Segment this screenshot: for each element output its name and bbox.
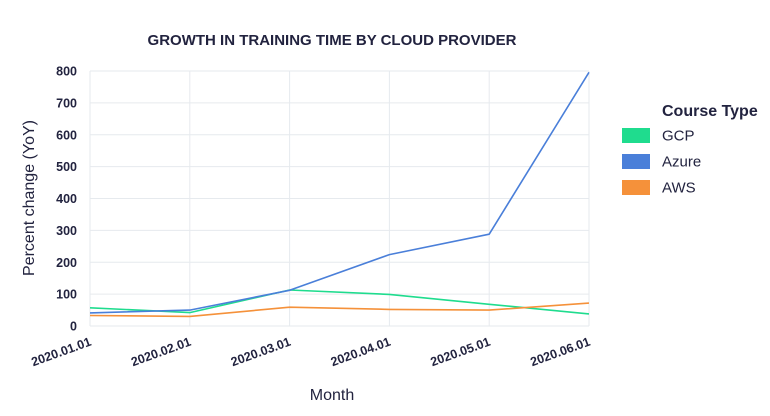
series-lines <box>89 71 590 318</box>
legend: Course Type GCP Azure AWS <box>622 103 758 197</box>
x-axis-ticks: 2020.01.01 2020.02.01 2020.03.01 2020.04.01… <box>29 335 592 370</box>
legend-swatch-aws <box>622 180 650 195</box>
legend-label-azure: Azure <box>662 154 701 171</box>
x-axis-label: Month <box>310 387 354 404</box>
gridlines <box>89 70 590 327</box>
y-tick-label: 100 <box>56 288 77 302</box>
y-tick-label: 700 <box>56 96 77 110</box>
y-tick-label: 400 <box>56 192 77 206</box>
x-tick-label: 2020.03.01 <box>229 335 293 370</box>
series-line-azure <box>89 71 590 314</box>
legend-swatch-azure <box>622 154 650 169</box>
y-tick-label: 0 <box>70 320 77 334</box>
series-line-gcp <box>89 289 590 315</box>
series-line-aws <box>89 302 590 318</box>
x-tick-label: 2020.02.01 <box>129 335 193 370</box>
y-tick-label: 600 <box>56 128 77 142</box>
chart-title: GROWTH IN TRAINING TIME BY CLOUD PROVIDE… <box>148 32 517 49</box>
legend-title: Course Type <box>662 103 758 120</box>
y-tick-label: 800 <box>56 65 77 79</box>
y-tick-label: 500 <box>56 160 77 174</box>
legend-label-gcp: GCP <box>662 128 695 145</box>
y-axis-label: Percent change (YoY) <box>21 120 38 276</box>
legend-swatch-gcp <box>622 128 650 143</box>
x-tick-label: 2020.05.01 <box>429 335 493 370</box>
x-tick-label: 2020.04.01 <box>329 335 393 370</box>
y-tick-label: 200 <box>56 256 77 270</box>
y-tick-label: 300 <box>56 224 77 238</box>
legend-label-aws: AWS <box>662 180 696 197</box>
x-tick-label: 2020.01.01 <box>29 335 93 370</box>
y-axis-ticks: 0 100 200 300 400 500 600 700 800 <box>56 65 77 334</box>
x-tick-label: 2020.06.01 <box>528 335 592 370</box>
